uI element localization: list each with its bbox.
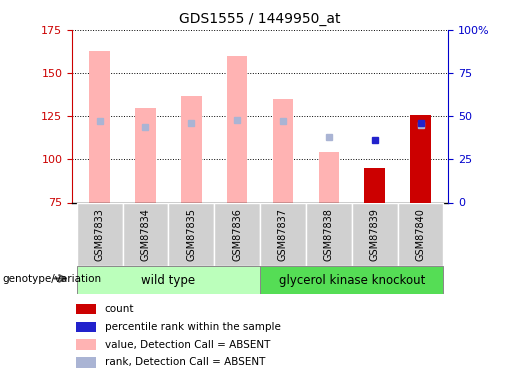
- Text: genotype/variation: genotype/variation: [3, 274, 101, 284]
- Bar: [168, 202, 214, 266]
- Text: GSM87833: GSM87833: [95, 208, 105, 261]
- Text: wild type: wild type: [141, 274, 195, 287]
- Bar: [227, 56, 248, 202]
- Text: GSM87837: GSM87837: [278, 208, 288, 261]
- Bar: [76, 357, 96, 368]
- Text: GSM87835: GSM87835: [186, 208, 196, 261]
- Bar: [365, 168, 385, 202]
- Bar: [319, 153, 339, 203]
- Bar: [260, 266, 443, 294]
- Text: count: count: [105, 304, 134, 314]
- Bar: [398, 202, 443, 266]
- Text: percentile rank within the sample: percentile rank within the sample: [105, 322, 281, 332]
- Bar: [89, 51, 110, 202]
- Bar: [123, 202, 168, 266]
- Text: GSM87838: GSM87838: [324, 208, 334, 261]
- Bar: [77, 266, 260, 294]
- Bar: [135, 108, 156, 202]
- Bar: [352, 202, 398, 266]
- Bar: [365, 168, 385, 202]
- Text: GSM87840: GSM87840: [416, 208, 425, 261]
- Text: value, Detection Call = ABSENT: value, Detection Call = ABSENT: [105, 339, 270, 350]
- Title: GDS1555 / 1449950_at: GDS1555 / 1449950_at: [179, 12, 341, 26]
- Bar: [76, 339, 96, 350]
- Bar: [260, 202, 306, 266]
- Bar: [410, 114, 431, 202]
- Text: glycerol kinase knockout: glycerol kinase knockout: [279, 274, 425, 287]
- Bar: [76, 322, 96, 332]
- Bar: [410, 114, 431, 202]
- Bar: [272, 99, 294, 202]
- Bar: [306, 202, 352, 266]
- Text: GSM87834: GSM87834: [141, 208, 150, 261]
- Bar: [181, 96, 201, 202]
- Bar: [76, 304, 96, 315]
- Bar: [77, 202, 123, 266]
- Text: GSM87836: GSM87836: [232, 208, 242, 261]
- Bar: [214, 202, 260, 266]
- Text: rank, Detection Call = ABSENT: rank, Detection Call = ABSENT: [105, 357, 265, 368]
- Text: GSM87839: GSM87839: [370, 208, 380, 261]
